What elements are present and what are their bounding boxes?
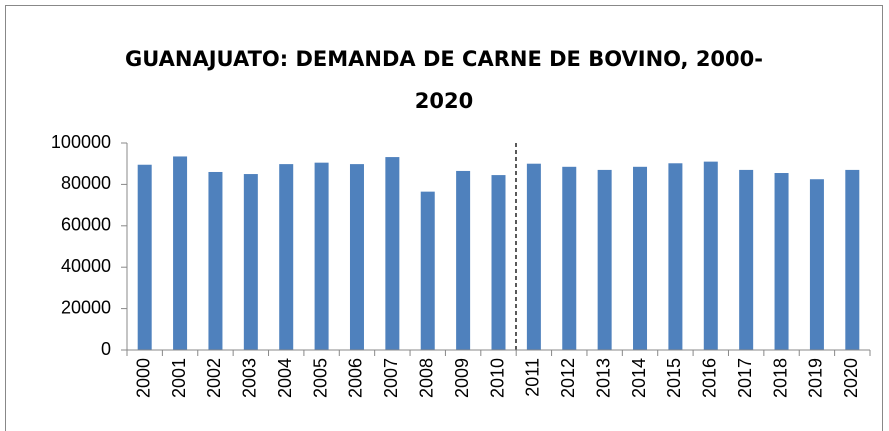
y-tick-label: 20000 bbox=[61, 297, 111, 317]
y-tick-label: 60000 bbox=[61, 215, 111, 235]
x-tick-label: 2008 bbox=[416, 358, 436, 398]
bar bbox=[739, 169, 754, 350]
y-tick-label: 100000 bbox=[51, 132, 111, 152]
x-tick-label: 2004 bbox=[275, 358, 295, 398]
bar bbox=[633, 166, 648, 350]
x-tick-label: 2007 bbox=[381, 358, 401, 398]
x-tick-label: 2003 bbox=[240, 358, 260, 398]
x-tick-label: 2011 bbox=[523, 358, 543, 397]
x-tick-label: 2013 bbox=[593, 358, 613, 398]
bar bbox=[491, 175, 506, 350]
x-tick-label: 2017 bbox=[735, 358, 755, 398]
x-tick-label: 2018 bbox=[770, 358, 790, 398]
bar bbox=[809, 179, 824, 350]
bar bbox=[349, 164, 364, 350]
x-tick-label: 2010 bbox=[487, 358, 507, 398]
bar bbox=[385, 157, 400, 350]
x-tick-label: 2002 bbox=[204, 358, 224, 398]
bar bbox=[314, 162, 329, 350]
x-tick-label: 2012 bbox=[558, 358, 578, 398]
y-tick-label: 40000 bbox=[61, 256, 111, 276]
bar bbox=[845, 169, 860, 350]
x-tick-label: 2006 bbox=[346, 358, 366, 398]
bar bbox=[774, 173, 789, 350]
bar bbox=[420, 191, 435, 350]
x-tick-label: 2009 bbox=[452, 358, 472, 398]
bar bbox=[562, 166, 577, 350]
x-tick-label: 2019 bbox=[806, 358, 826, 398]
bar bbox=[668, 163, 683, 350]
x-tick-label: 2001 bbox=[169, 358, 189, 398]
bar bbox=[137, 164, 152, 350]
x-tick-label: 2015 bbox=[664, 358, 684, 398]
bar bbox=[456, 170, 471, 350]
x-tick-label: 2005 bbox=[310, 358, 330, 398]
x-tick-label: 2014 bbox=[629, 358, 649, 398]
bar bbox=[279, 164, 294, 350]
y-tick-label: 0 bbox=[101, 339, 111, 359]
bar bbox=[597, 169, 612, 350]
y-tick-label: 80000 bbox=[61, 173, 111, 193]
chart-title: GUANAJUATO: DEMANDA DE CARNE DE BOVINO, … bbox=[125, 47, 763, 113]
bar bbox=[243, 174, 258, 350]
x-tick-label: 2016 bbox=[700, 358, 720, 398]
x-tick-label: 2000 bbox=[133, 358, 153, 398]
bar bbox=[173, 156, 188, 350]
x-tick-label: 2020 bbox=[841, 358, 861, 398]
bar bbox=[526, 163, 541, 350]
bar bbox=[208, 171, 223, 350]
bar bbox=[703, 161, 718, 350]
